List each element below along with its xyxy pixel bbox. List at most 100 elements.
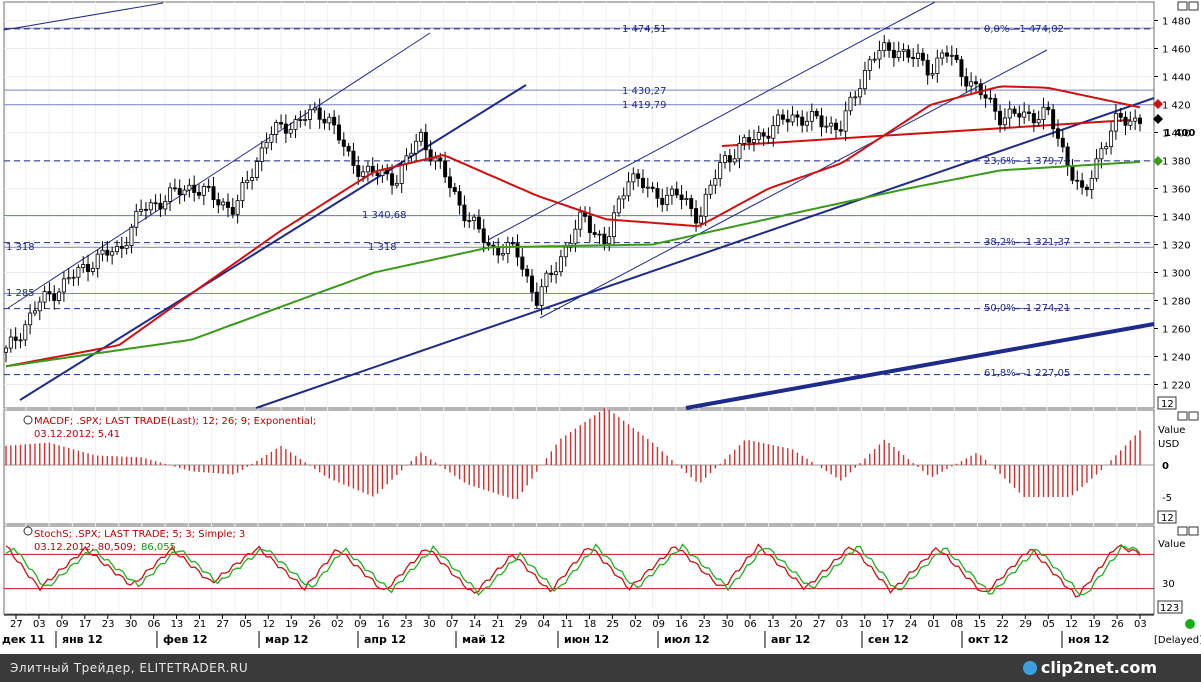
candle-body xyxy=(254,161,259,178)
candle-body xyxy=(539,286,544,306)
day-label: 30 xyxy=(125,619,138,630)
day-label: 19 xyxy=(285,619,298,630)
level-annotation: 1 474,51 xyxy=(622,24,667,35)
candle-body xyxy=(1031,113,1036,124)
candle-body xyxy=(906,49,911,58)
y-tick-label: 1 300 xyxy=(1162,269,1191,280)
candle-body xyxy=(636,173,641,179)
candle-body xyxy=(317,107,322,120)
candle-body xyxy=(1138,117,1143,124)
macd-scale-box[interactable] xyxy=(1157,510,1177,524)
candle-body xyxy=(612,212,617,237)
day-label: 16 xyxy=(377,619,390,630)
candle-body xyxy=(525,268,530,277)
candle-body xyxy=(829,122,834,127)
candle-body xyxy=(28,312,33,326)
candle-body xyxy=(534,291,539,306)
candle-body xyxy=(86,264,91,272)
month-label: мар 12 xyxy=(265,633,308,646)
price-scale-box[interactable] xyxy=(1157,396,1177,410)
candle-body xyxy=(862,70,867,90)
candle-body xyxy=(385,169,390,175)
price-panel-buttons xyxy=(1177,1,1199,11)
candle-body xyxy=(269,133,274,143)
candle-body xyxy=(737,143,742,160)
candle-body xyxy=(192,184,197,193)
day-label: 01 xyxy=(928,619,941,630)
candle-body xyxy=(838,129,843,132)
candle-body xyxy=(250,177,255,181)
macd-collapse-icon[interactable] xyxy=(23,415,33,425)
candle-body xyxy=(187,184,192,191)
macd-panel-buttons xyxy=(1177,411,1199,421)
candle-body xyxy=(882,42,887,52)
candle-body xyxy=(1027,111,1032,114)
macd-close-button[interactable] xyxy=(1188,411,1199,421)
candle-body xyxy=(1104,146,1109,150)
price-close-button[interactable] xyxy=(1188,1,1199,11)
level-annotation: 1 430,27 xyxy=(622,86,667,97)
stoch-line-green xyxy=(5,543,1141,596)
fibo-annotation: 50,0%—1 274,21 xyxy=(984,303,1070,314)
candle-body xyxy=(472,216,477,221)
candle-body xyxy=(771,125,776,139)
candle-body xyxy=(341,139,346,147)
candle-body xyxy=(665,194,670,205)
macd-minimize-button[interactable] xyxy=(1177,411,1188,421)
day-label: 13 xyxy=(171,619,184,630)
level-annotation: 1 340,68 xyxy=(362,210,407,221)
candle-body xyxy=(988,97,993,100)
candle-body xyxy=(554,271,559,276)
candle-body xyxy=(978,83,983,96)
day-label: 24 xyxy=(905,619,918,630)
candle-body xyxy=(727,155,732,163)
stoch-collapse-icon[interactable] xyxy=(23,526,33,536)
candle-body xyxy=(1051,109,1056,130)
stoch-line-red xyxy=(5,543,1141,598)
candle-body xyxy=(785,118,790,123)
candle-body xyxy=(780,114,785,120)
y-tick-label: 1 460 xyxy=(1162,45,1191,56)
candle-body xyxy=(153,202,158,205)
macd-tick-label: -5 xyxy=(1162,493,1172,504)
stoch-minimize-button[interactable] xyxy=(1177,526,1188,536)
month-label: ноя 12 xyxy=(1068,633,1109,646)
candle-body xyxy=(57,291,62,301)
month-label: апр 12 xyxy=(364,633,406,646)
candle-body xyxy=(418,131,423,142)
candle-body xyxy=(486,242,491,246)
candle-body xyxy=(674,188,679,196)
candle-body xyxy=(452,187,457,193)
candle-body xyxy=(713,178,718,186)
candlesticks xyxy=(4,35,1143,363)
candle-body xyxy=(515,243,520,258)
candle-body xyxy=(225,201,230,208)
candle-body xyxy=(684,198,689,200)
candle-body xyxy=(858,88,863,98)
candle-body xyxy=(1094,158,1099,179)
candle-body xyxy=(901,49,906,52)
y-tick-label: 1 440 xyxy=(1162,73,1191,84)
y-tick-label: 1 260 xyxy=(1162,325,1191,336)
candle-body xyxy=(549,272,554,276)
trend-lines xyxy=(3,1,1155,410)
candle-body xyxy=(650,186,655,189)
candle-body xyxy=(1118,112,1123,118)
candle-body xyxy=(616,198,621,214)
candle-body xyxy=(631,173,636,183)
stoch-scale-box[interactable] xyxy=(1157,600,1183,614)
candle-body xyxy=(1055,128,1060,139)
candle-body xyxy=(13,336,18,341)
chart-canvas: 1 474,51 1 430,27 1 419,79 1 340,68 1 318 1 3… xyxy=(2,1,1201,648)
candle-body xyxy=(949,54,954,57)
candle-body xyxy=(732,158,737,163)
day-label: 21 xyxy=(492,619,505,630)
stoch-close-button[interactable] xyxy=(1188,526,1199,536)
price-annotations: 1 474,51 1 430,27 1 419,79 1 340,68 1 318 1 3… xyxy=(6,24,1070,379)
month-label: фев 12 xyxy=(163,633,207,646)
candle-body xyxy=(964,76,969,87)
candle-body xyxy=(790,114,795,123)
price-minimize-button[interactable] xyxy=(1177,1,1188,11)
candle-body xyxy=(201,185,206,196)
